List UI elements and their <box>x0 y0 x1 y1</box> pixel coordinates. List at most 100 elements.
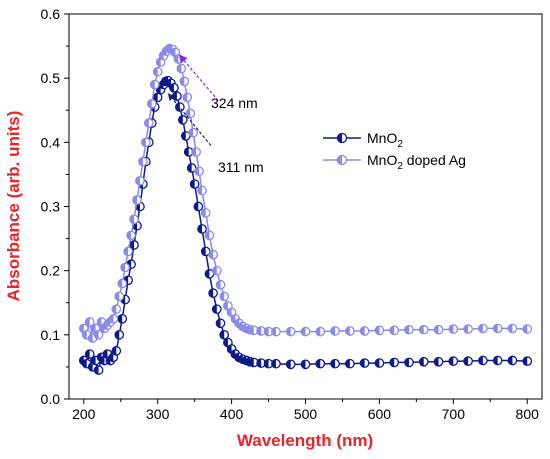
data-point <box>193 201 204 212</box>
data-point <box>87 333 98 343</box>
x-tick-label: 200 <box>72 406 96 422</box>
legend-marker <box>336 154 348 166</box>
legend-label: MnO2 doped Ag <box>367 152 466 172</box>
data-point <box>359 326 370 336</box>
series-mno2 <box>78 75 533 375</box>
y-tick-label: 0.5 <box>41 70 61 86</box>
y-tick-label: 0.1 <box>41 327 61 343</box>
data-point <box>191 147 201 157</box>
data-point <box>185 108 196 119</box>
data-point <box>463 356 473 366</box>
data-point <box>522 324 533 334</box>
data-point <box>177 115 188 125</box>
data-point <box>315 358 326 369</box>
series-layer <box>78 43 533 375</box>
y-tick-label: 0.0 <box>41 391 61 407</box>
x-tick-label: 500 <box>294 406 318 422</box>
legend-item: MnO2 <box>323 130 403 150</box>
annotation-label: 311 nm <box>218 159 264 175</box>
data-point <box>204 230 215 241</box>
series-line <box>83 47 528 339</box>
annotation-arrow <box>167 93 212 146</box>
data-point <box>114 291 125 302</box>
data-point <box>189 179 200 189</box>
data-point <box>300 326 311 337</box>
y-axis: 0.0 0.1 0.2 0.3 0.4 0.5 0.6 <box>41 6 69 407</box>
data-point <box>433 324 444 335</box>
data-point <box>108 313 119 324</box>
data-point <box>507 323 518 334</box>
y-axis-title: Absorbance (arb. units) <box>4 111 23 302</box>
data-point <box>215 318 226 329</box>
legend-marker <box>336 132 348 144</box>
data-point <box>507 355 518 366</box>
data-point <box>271 358 281 369</box>
data-point <box>129 214 139 225</box>
data-point <box>522 356 533 366</box>
data-point <box>175 102 185 112</box>
data-point <box>132 195 142 205</box>
data-point <box>188 127 199 138</box>
data-point <box>448 356 459 366</box>
data-point <box>215 279 226 290</box>
legend-label: MnO2 <box>367 130 403 150</box>
data-point <box>111 304 122 315</box>
data-point <box>84 317 95 327</box>
data-point <box>418 324 429 335</box>
x-axis-title: Wavelength (nm) <box>237 431 373 450</box>
data-point <box>478 323 488 334</box>
data-point <box>330 358 340 369</box>
data-point <box>172 91 182 101</box>
data-point <box>300 359 311 370</box>
data-point <box>179 76 190 87</box>
data-point <box>492 355 503 366</box>
data-point <box>219 329 230 340</box>
x-tick-label: 300 <box>146 406 170 422</box>
data-point <box>478 355 488 366</box>
data-point <box>200 246 211 257</box>
data-point <box>173 54 184 64</box>
peak-annotations: 324 nm 311 nm <box>167 54 264 175</box>
data-point <box>152 66 163 77</box>
data-point <box>285 326 296 337</box>
data-point <box>374 325 385 336</box>
data-point <box>194 166 204 177</box>
data-point <box>285 359 296 370</box>
data-point <box>84 349 95 359</box>
data-point <box>123 246 133 257</box>
x-tick-label: 700 <box>442 406 466 422</box>
data-point <box>374 358 385 368</box>
data-point <box>93 329 104 340</box>
data-point <box>492 323 503 334</box>
data-point <box>138 156 148 167</box>
x-axis: 200 300 400 500 600 700 800 <box>72 399 539 422</box>
data-point <box>117 278 128 289</box>
data-point <box>271 326 281 337</box>
data-point <box>359 358 370 368</box>
data-point <box>404 324 414 335</box>
data-point <box>182 92 193 103</box>
data-point <box>389 325 400 336</box>
data-point <box>211 265 222 276</box>
data-point <box>180 131 191 141</box>
data-point <box>248 357 259 368</box>
data-point <box>208 249 218 260</box>
y-tick-label: 0.6 <box>41 6 61 22</box>
data-point <box>404 357 414 368</box>
data-point <box>149 79 160 90</box>
data-point <box>169 82 179 93</box>
data-point <box>448 324 459 334</box>
data-point <box>463 324 473 334</box>
data-point <box>120 262 131 273</box>
y-tick-label: 0.4 <box>41 134 61 150</box>
data-point <box>176 63 187 74</box>
x-tick-label: 400 <box>220 406 244 422</box>
data-point <box>146 98 157 109</box>
data-point <box>114 329 125 340</box>
data-point <box>315 326 326 337</box>
data-point <box>219 291 230 302</box>
data-point <box>197 224 207 234</box>
data-point <box>344 326 355 336</box>
